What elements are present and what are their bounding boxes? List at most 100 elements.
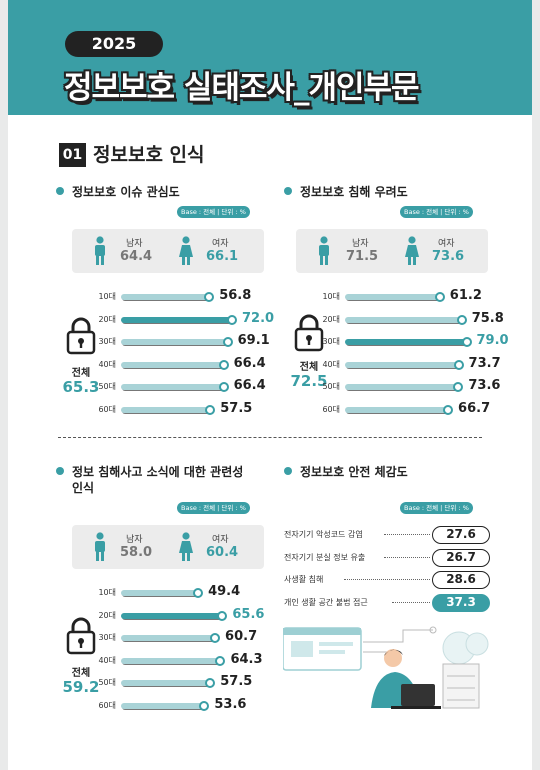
bar-knob xyxy=(218,359,229,370)
male-person-icon xyxy=(95,532,105,561)
panel-title: 정보보호 침해 우려도 xyxy=(284,184,408,200)
value-label: 53.6 xyxy=(214,696,247,712)
bullet-icon xyxy=(56,467,64,475)
female-value: 60.4 xyxy=(206,545,239,560)
section-title: 정보보호 인식 xyxy=(93,144,205,166)
value-bar xyxy=(121,590,199,596)
age-row: 50대 57.5 xyxy=(90,674,270,690)
dotted-leader xyxy=(384,534,430,535)
safety-value: 28.6 xyxy=(432,571,490,589)
male-value: 58.0 xyxy=(120,545,153,560)
female-person-icon xyxy=(179,532,193,561)
age-row: 10대 61.2 xyxy=(314,288,494,304)
panel-title: 정보 침해사고 소식에 대한 관련성 인식 xyxy=(56,464,256,496)
page-title: 정보보호 실태조사_개인부문 xyxy=(64,70,420,106)
bar-knob xyxy=(461,337,472,347)
value-label: 73.7 xyxy=(468,355,501,371)
age-row: 60대 53.6 xyxy=(90,696,270,713)
age-row: 50대 66.4 xyxy=(90,378,270,394)
section-number: 01 xyxy=(59,143,86,167)
age-label: 20대 xyxy=(322,314,340,324)
value-bar xyxy=(345,316,462,323)
bar-knob xyxy=(204,292,215,302)
age-label: 60대 xyxy=(98,404,116,414)
value-label: 61.2 xyxy=(449,288,482,303)
safety-label: 전자기기 악성코드 감염 xyxy=(284,530,363,539)
bar-knob xyxy=(217,610,228,621)
age-row: 50대 73.6 xyxy=(314,378,500,394)
value-label: 65.6 xyxy=(232,606,265,622)
age-row: 40대 73.7 xyxy=(314,356,500,372)
age-label: 30대 xyxy=(322,337,340,346)
age-row: 30대 69.1 xyxy=(90,333,270,349)
male-label: 남자 xyxy=(126,535,143,545)
value-label: 79.0 xyxy=(476,333,509,348)
bar-knob xyxy=(443,404,454,415)
total-value: 65.3 xyxy=(62,378,100,396)
bar-knob xyxy=(199,700,210,711)
base-unit-badge: Base : 전체 | 단위 : % xyxy=(177,502,250,514)
panel-title: 정보보호 안전 체감도 xyxy=(284,464,408,480)
age-label: 60대 xyxy=(322,404,340,414)
infographic-page: 2025 정보보호 실태조사_개인부문 01 정보보호 인식 정보보호 이슈 관… xyxy=(8,0,532,770)
base-unit-badge: Base : 전체 | 단위 : % xyxy=(177,206,250,218)
age-row: 10대 56.8 xyxy=(90,288,270,304)
value-label: 60.7 xyxy=(225,629,258,644)
female-label: 여자 xyxy=(212,535,229,545)
value-bar xyxy=(345,406,449,413)
panel-concern: 정보보호 침해 우려도 Base : 전체 | 단위 : % 남자 71.5 여… xyxy=(284,184,509,424)
age-label: 40대 xyxy=(322,359,340,369)
gender-box: 남자 64.4 여자 66.1 xyxy=(72,229,264,273)
safety-value: 37.3 xyxy=(432,593,490,612)
age-label: 10대 xyxy=(322,292,340,301)
value-bar xyxy=(345,361,459,368)
age-row: 20대 72.0 xyxy=(90,311,274,327)
bar-knob xyxy=(453,382,464,392)
female-value: 73.6 xyxy=(432,249,465,264)
value-bar xyxy=(121,384,224,390)
bullet-icon xyxy=(56,187,64,195)
base-unit-badge: Base : 전체 | 단위 : % xyxy=(400,206,473,218)
bar-knob xyxy=(193,588,204,598)
age-row: 20대 75.8 xyxy=(314,311,503,327)
age-row: 20대 65.6 xyxy=(90,606,270,623)
value-bar xyxy=(121,316,232,323)
lock-icon xyxy=(66,317,96,355)
value-label: 57.5 xyxy=(220,674,253,689)
age-label: 50대 xyxy=(98,678,116,687)
female-label: 여자 xyxy=(212,239,229,249)
value-label: 69.1 xyxy=(237,333,270,348)
age-label: 50대 xyxy=(322,382,340,391)
bar-knob xyxy=(215,655,226,666)
male-label: 남자 xyxy=(126,239,143,249)
age-row: 60대 57.5 xyxy=(90,401,270,417)
bar-knob xyxy=(205,404,216,415)
safety-row: 전자기기 악성코드 감염 27.6 xyxy=(284,526,494,544)
value-label: 49.4 xyxy=(208,584,241,599)
value-label: 75.8 xyxy=(471,310,504,326)
value-bar xyxy=(121,406,211,413)
male-value: 64.4 xyxy=(120,249,153,264)
age-row: 10대 49.4 xyxy=(90,584,270,600)
age-row: 30대 79.0 xyxy=(314,333,508,349)
age-label: 60대 xyxy=(98,700,116,710)
value-bar xyxy=(345,339,467,345)
value-bar xyxy=(345,294,440,300)
safety-value: 27.6 xyxy=(432,526,490,544)
gender-box: 남자 58.0 여자 60.4 xyxy=(72,525,264,569)
panel-interest: 정보보호 이슈 관심도 Base : 전체 | 단위 : % 남자 64.4 여… xyxy=(56,184,274,424)
male-value: 71.5 xyxy=(346,249,379,264)
safety-label: 전자기기 분실 정보 유출 xyxy=(284,552,366,562)
age-row: 30대 60.7 xyxy=(90,629,270,645)
male-person-icon xyxy=(319,236,329,265)
value-bar xyxy=(121,294,210,300)
value-label: 73.6 xyxy=(468,378,501,393)
age-row: 40대 66.4 xyxy=(90,355,270,372)
value-label: 64.3 xyxy=(230,651,263,667)
section-divider xyxy=(58,437,482,438)
dotted-leader xyxy=(392,601,430,603)
age-label: 40대 xyxy=(98,359,116,369)
age-label: 10대 xyxy=(98,292,116,301)
bullet-icon xyxy=(284,467,292,475)
value-label: 66.4 xyxy=(233,355,266,371)
